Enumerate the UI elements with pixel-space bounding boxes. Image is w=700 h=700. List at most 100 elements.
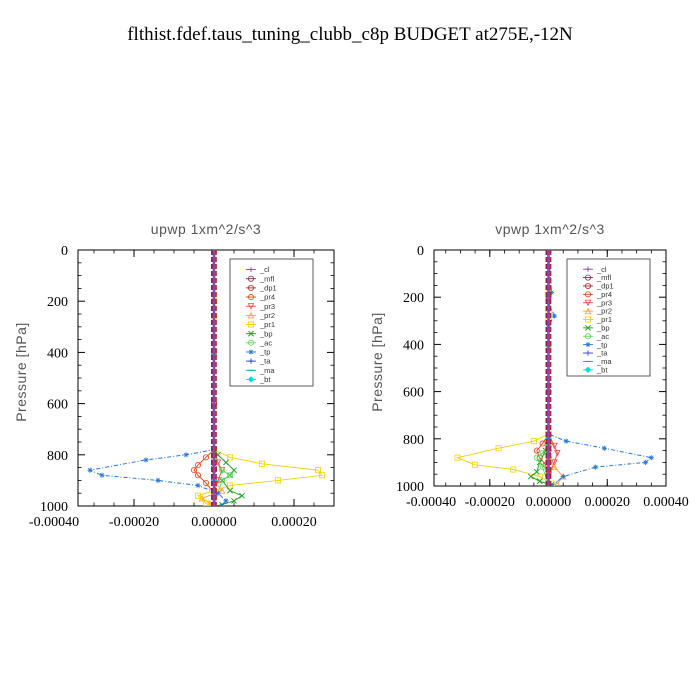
legend-item-pr2: _pr2 bbox=[583, 307, 612, 316]
data-point bbox=[202, 479, 209, 486]
data-point bbox=[219, 503, 225, 506]
plot-area bbox=[454, 250, 654, 486]
data-point bbox=[533, 468, 540, 475]
data-point bbox=[194, 462, 201, 469]
data-point bbox=[231, 497, 237, 504]
legend-label: _pr2 bbox=[596, 307, 612, 316]
data-point bbox=[560, 473, 566, 480]
legend-marker bbox=[248, 266, 254, 273]
data-point bbox=[155, 477, 161, 483]
legend-item-bt: _bt bbox=[583, 365, 608, 374]
legend-item-pr1: _pr1 bbox=[583, 315, 612, 324]
legend-label: _bp bbox=[259, 329, 273, 338]
data-point bbox=[530, 438, 537, 445]
x-tick-label: -0.00020 bbox=[109, 515, 159, 530]
legend-label: _bt bbox=[259, 375, 271, 384]
y-tick-label: 800 bbox=[403, 433, 424, 448]
data-point bbox=[642, 459, 649, 465]
y-tick-label: 600 bbox=[403, 386, 424, 401]
legend-marker bbox=[247, 294, 254, 301]
data-point bbox=[183, 452, 189, 458]
figure-title: flthist.fdef.taus_tuning_clubb_c8p BUDGE… bbox=[127, 24, 573, 45]
y-tick-label: 200 bbox=[47, 295, 68, 310]
legend-marker bbox=[585, 342, 591, 348]
legend-item-ta: _ta bbox=[246, 357, 271, 366]
data-point bbox=[231, 467, 237, 474]
y-tick-label: 1000 bbox=[40, 500, 68, 515]
legend-label: _ta bbox=[596, 349, 608, 358]
legend-marker bbox=[248, 358, 254, 364]
legend-item-pr4: _pr4 bbox=[246, 293, 275, 302]
y-axis-label: Pressure [hPa] bbox=[369, 312, 385, 412]
legend-item-pr1: _pr1 bbox=[246, 320, 275, 329]
legend-item-pr3: _pr3 bbox=[246, 302, 275, 311]
legend-item-ac: _ac bbox=[246, 338, 272, 347]
data-point bbox=[539, 464, 546, 471]
legend-marker bbox=[585, 291, 592, 298]
legend-marker bbox=[247, 339, 254, 346]
chart-panel-1: upwp 1xm^2/s^3 Pressure [hPa] 0 200 400 600 80… bbox=[13, 221, 335, 530]
x-tick-label: 0.00040 bbox=[643, 495, 689, 510]
legend-marker bbox=[247, 311, 255, 319]
legend-item-dp1: _dp1 bbox=[583, 282, 614, 291]
legend-item-cl: _cl bbox=[246, 265, 270, 274]
data-point bbox=[539, 449, 546, 456]
legend-label: _mfl bbox=[259, 274, 275, 283]
y-tick-label: 1000 bbox=[396, 480, 424, 495]
panel-title: vpwp 1xm^2/s^3 bbox=[495, 221, 605, 237]
y-tick-label: 600 bbox=[47, 398, 68, 413]
y-tick-label: 200 bbox=[403, 291, 424, 306]
legend-box bbox=[566, 258, 651, 377]
legend-marker bbox=[585, 282, 592, 289]
legend-label: _ac bbox=[596, 332, 609, 341]
legend-marker bbox=[585, 316, 592, 323]
y-tick-label: 400 bbox=[47, 346, 68, 361]
x-tick-label: 0.00020 bbox=[271, 515, 317, 530]
y-tick-label: 800 bbox=[47, 449, 68, 464]
legend-label: _pr3 bbox=[259, 302, 275, 311]
legend-label: _pr1 bbox=[596, 315, 612, 324]
legend-marker bbox=[247, 303, 255, 310]
data-point bbox=[510, 466, 517, 473]
legend-item-ma: _ma bbox=[246, 366, 275, 375]
data-point bbox=[551, 463, 558, 471]
legend-label: _bt bbox=[596, 365, 608, 374]
legend-label: _bp bbox=[596, 323, 610, 332]
legend-box bbox=[229, 258, 314, 387]
data-point bbox=[536, 473, 543, 480]
legend-label: _ta bbox=[259, 357, 271, 366]
chart-panel-2: vpwp 1xm^2/s^3 Pressure [hPa] 0 200 400 600 80… bbox=[369, 221, 689, 510]
legend-item-tp: _tp bbox=[246, 348, 270, 357]
data-point bbox=[536, 478, 543, 485]
legend-item-ac: _ac bbox=[583, 332, 609, 341]
legend-marker bbox=[585, 324, 591, 331]
legend-label: _ma bbox=[596, 357, 612, 366]
legend-marker bbox=[585, 333, 592, 340]
data-point bbox=[218, 477, 225, 484]
data-point bbox=[226, 472, 233, 479]
legend-label: _pr4 bbox=[596, 290, 612, 299]
data-point bbox=[194, 472, 201, 479]
series-pr1 bbox=[454, 250, 555, 486]
data-point bbox=[533, 454, 540, 461]
data-point bbox=[215, 490, 221, 496]
series-tp bbox=[87, 250, 229, 506]
data-point bbox=[551, 459, 558, 466]
x-tick-label: -0.00040 bbox=[29, 515, 79, 530]
legend-item-pr2: _pr2 bbox=[246, 311, 275, 320]
legend-label: _pr1 bbox=[259, 320, 275, 329]
y-tick-label: 0 bbox=[417, 244, 424, 259]
legend-label: _cl bbox=[596, 265, 607, 274]
legend-item-pr4: _pr4 bbox=[583, 290, 612, 299]
x-tick-label: -0.00040 bbox=[406, 495, 456, 510]
data-point bbox=[533, 447, 540, 454]
legend-marker bbox=[247, 275, 254, 282]
legend-marker bbox=[247, 284, 254, 291]
legend-item-mfl: _mfl bbox=[583, 273, 612, 282]
data-point bbox=[554, 480, 561, 486]
legend-label: _tp bbox=[259, 348, 270, 357]
panel-title: upwp 1xm^2/s^3 bbox=[151, 221, 261, 237]
legend-label: _dp1 bbox=[259, 283, 277, 292]
data-point bbox=[454, 454, 461, 461]
data-point bbox=[202, 454, 209, 461]
